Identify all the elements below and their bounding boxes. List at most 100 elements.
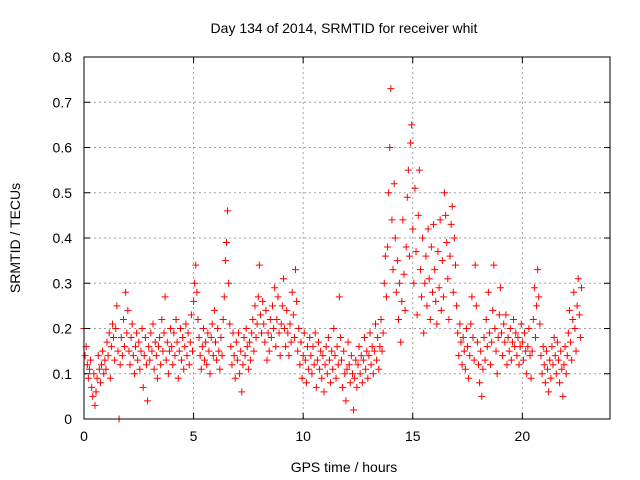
data-point — [344, 338, 352, 346]
data-point — [309, 343, 317, 351]
data-point — [514, 334, 522, 342]
x-tick-label: 20 — [515, 428, 531, 444]
data-point — [347, 352, 355, 360]
data-point — [330, 325, 338, 332]
data-point — [160, 329, 168, 337]
data-point — [427, 243, 435, 251]
data-point — [183, 352, 191, 360]
data-point — [558, 365, 566, 373]
data-point — [90, 370, 98, 378]
data-point — [544, 365, 552, 373]
data-point — [216, 365, 224, 373]
data-point — [490, 261, 498, 269]
data-point — [562, 370, 570, 378]
data-point — [503, 361, 511, 369]
data-point — [473, 338, 481, 346]
data-point — [121, 343, 129, 351]
data-point — [436, 216, 444, 224]
data-point — [534, 266, 542, 274]
data-point — [228, 361, 236, 369]
data-point — [122, 288, 130, 296]
data-point — [111, 356, 119, 364]
data-point — [278, 302, 286, 310]
data-point — [224, 207, 232, 215]
data-point — [101, 356, 109, 364]
data-point — [470, 356, 478, 364]
data-point — [322, 343, 330, 351]
data-point — [342, 397, 350, 405]
data-point — [553, 338, 561, 346]
data-point — [204, 329, 212, 337]
y-tick-label: 0.3 — [53, 275, 73, 291]
data-point — [480, 334, 488, 342]
data-point — [116, 361, 124, 369]
data-point — [412, 248, 420, 256]
data-point — [262, 306, 270, 314]
data-point — [526, 352, 534, 360]
data-point — [420, 329, 428, 337]
data-point — [250, 347, 258, 355]
data-point — [198, 343, 206, 351]
data-point — [243, 343, 251, 351]
data-point — [369, 370, 377, 378]
data-point — [525, 325, 533, 332]
data-point — [348, 370, 356, 378]
data-point — [443, 239, 451, 247]
data-point — [328, 347, 336, 355]
data-point — [114, 347, 122, 355]
data-point — [282, 343, 290, 351]
data-point — [548, 343, 556, 351]
data-point — [186, 338, 194, 346]
data-point — [446, 252, 454, 260]
data-point — [358, 379, 366, 387]
data-point — [290, 334, 298, 342]
data-point — [119, 315, 127, 323]
data-point — [133, 329, 141, 337]
data-point — [431, 266, 439, 274]
data-point — [513, 352, 521, 360]
data-point — [162, 356, 170, 364]
data-point — [178, 356, 186, 364]
data-point — [134, 356, 142, 364]
data-point — [533, 302, 541, 310]
data-point — [449, 288, 457, 296]
data-point — [196, 352, 204, 360]
data-point — [308, 370, 316, 378]
data-point — [338, 356, 346, 364]
data-point — [267, 334, 275, 342]
data-point — [144, 397, 152, 405]
data-point — [295, 325, 303, 332]
y-tick-label: 0.5 — [53, 185, 73, 201]
data-point — [296, 361, 304, 369]
data-point — [355, 343, 363, 351]
data-point — [331, 352, 339, 360]
y-axis-label: SRMTID / TECUs — [7, 183, 23, 293]
data-point — [85, 365, 93, 373]
data-point — [235, 329, 243, 337]
data-point — [171, 352, 179, 360]
data-point — [521, 329, 529, 337]
data-point — [169, 361, 177, 369]
data-point — [333, 343, 341, 351]
data-point — [321, 361, 329, 369]
data-point — [105, 329, 113, 337]
data-point — [220, 293, 228, 301]
data-point — [457, 338, 465, 346]
data-point — [389, 266, 397, 274]
data-point — [397, 338, 405, 346]
data-point — [363, 347, 371, 355]
data-point — [165, 347, 173, 355]
data-point — [512, 329, 520, 337]
data-point — [561, 343, 569, 351]
data-point — [493, 370, 501, 378]
data-point — [264, 329, 272, 337]
data-point — [288, 288, 296, 296]
data-point — [502, 311, 510, 319]
data-point — [569, 315, 577, 323]
data-point — [141, 334, 149, 342]
data-point — [245, 338, 253, 346]
data-point — [291, 266, 299, 274]
data-point — [352, 356, 360, 364]
data-point — [156, 334, 164, 342]
